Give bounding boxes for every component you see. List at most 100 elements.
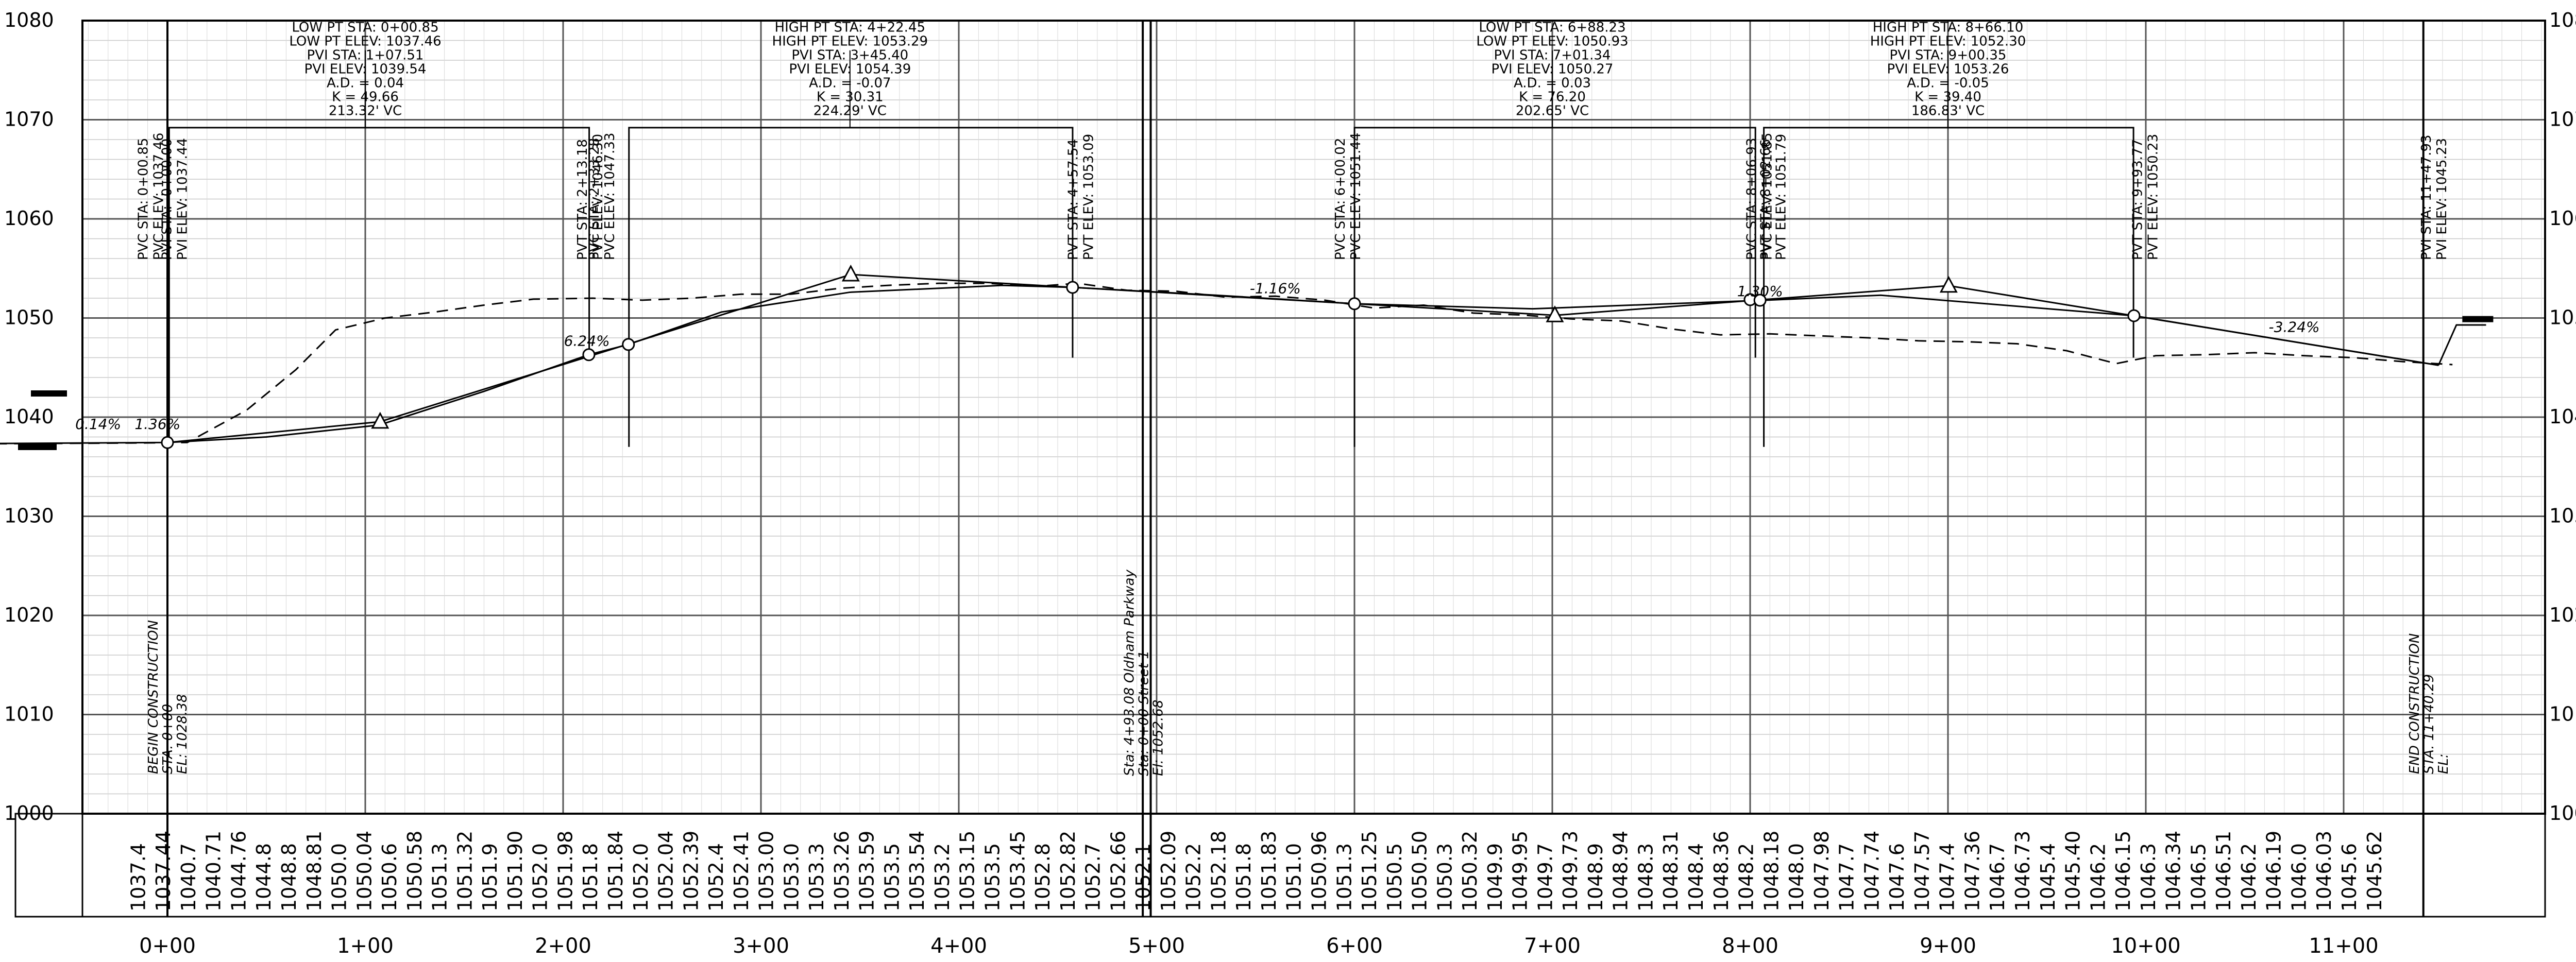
elevation-label-left: 1020 (4, 604, 54, 626)
existing-elevation-value: 1052.39 (680, 831, 702, 912)
existing-elevation-value: 1052.09 (1157, 831, 1180, 912)
existing-elevation-value: 1053.26 (831, 831, 853, 912)
end-stub-line (2437, 324, 2486, 366)
station-point-label: PVI ELEV: 1037.44 (175, 138, 191, 260)
existing-elevation-value: 1046.73 (2011, 831, 2034, 912)
station-label: 0+00 (139, 934, 196, 958)
grade-label: 1.36% (134, 416, 180, 433)
station-point-label: PVI ELEV: 1045.23 (2434, 138, 2450, 260)
existing-elevation-value: 1048.18 (1760, 831, 1783, 912)
existing-elevation-value: 1037.4 (127, 843, 149, 912)
station-point-label: PVT STA: 4+57.54 (1065, 139, 1081, 260)
existing-elevation-value: 1050.50 (1409, 831, 1431, 912)
existing-elevation-value: 1045.6 (2338, 843, 2361, 912)
stub-label-block (31, 390, 67, 397)
existing-elevation-value: 1052.2 (1182, 843, 1205, 912)
existing-elevation-value: 1050.96 (1308, 831, 1330, 912)
vertical-curve-bracket (628, 127, 1074, 447)
existing-elevation-value: 1040.7 (177, 843, 200, 912)
station-point-label: PVT STA: 9+93.77 (2130, 139, 2145, 260)
existing-elevation-value: 1044.8 (252, 843, 275, 912)
existing-elevation-value: 1050.6 (378, 843, 401, 912)
existing-elevation-value: 1053.5 (880, 843, 903, 912)
station-label: 7+00 (1524, 934, 1581, 958)
elevation-label-right: 1010 (2549, 703, 2576, 726)
pvi-marker (1939, 276, 1958, 293)
vertical-curve-info: LOW PT STA: 0+00.85 (292, 20, 438, 35)
existing-elevation-value: 1053.59 (856, 831, 878, 912)
existing-elevation-value: 1051.32 (453, 831, 476, 912)
existing-elevation-value: 1052.1 (1132, 843, 1155, 912)
existing-elevation-value: 1046.19 (2263, 831, 2285, 912)
profile-point-marker (622, 338, 635, 351)
existing-elevation-value: 1051.90 (504, 831, 527, 912)
existing-elevation-value: 1052.8 (1031, 843, 1054, 912)
existing-elevation-value: 1053.45 (1006, 831, 1029, 912)
existing-elevation-value: 1048.36 (1710, 831, 1733, 912)
existing-elevation-value: 1048.31 (1659, 831, 1682, 912)
station-point-label: PVT ELEV: 1051.79 (1773, 134, 1789, 260)
existing-elevation-value: 1047.74 (1860, 831, 1883, 912)
station-point-label: PVC STA: 2+33.28 (587, 138, 602, 260)
station-point-label: PVT STA: 2+13.18 (575, 139, 590, 260)
existing-elevation-value: 1053.15 (956, 831, 979, 912)
existing-elevation-value: 1047.98 (1810, 831, 1833, 912)
existing-elevation-value: 1049.73 (1559, 831, 1582, 912)
pvi-marker (371, 411, 389, 429)
station-label: 5+00 (1128, 934, 1185, 958)
elevation-label-right: 1020 (2549, 604, 2576, 626)
pvi-marker (1546, 305, 1564, 322)
station-label: 11+00 (2309, 934, 2378, 958)
existing-elevation-value: 1040.71 (202, 831, 225, 912)
cross-street-note: Sta: 0+00 Street 1 (1136, 650, 1151, 776)
existing-elevation-value: 1046.15 (2112, 831, 2134, 912)
grade-label: 6.24% (564, 332, 610, 349)
vertical-curve-bracket (1763, 127, 2134, 447)
station-label: 2+00 (535, 934, 591, 958)
station-label: 4+00 (930, 934, 987, 958)
existing-elevation-value: 1052.41 (730, 831, 753, 912)
existing-elevation-value: 1049.7 (1534, 843, 1556, 912)
existing-elevation-value: 1048.81 (303, 831, 326, 912)
station-point-label: PVC STA: 6+00.02 (1333, 138, 1348, 260)
elevation-label-right: 1040 (2549, 405, 2576, 428)
existing-elevation-value: 1053.0 (780, 843, 803, 912)
existing-elevation-value: 1048.2 (1735, 843, 1758, 912)
stub-label-block (18, 443, 57, 450)
existing-elevation-value: 1052.0 (630, 843, 652, 912)
existing-elevation-value: 1046.0 (2287, 843, 2310, 912)
existing-elevation-value: 1050.58 (403, 831, 426, 912)
existing-elevation-value: 1051.9 (479, 843, 501, 912)
existing-elevation-value: 1048.0 (1785, 843, 1808, 912)
station-point-label: PVT ELEV: 1046.30 (590, 134, 606, 260)
existing-elevation-value: 1046.2 (2087, 843, 2109, 912)
existing-elevation-value: 1047.57 (1911, 831, 1934, 912)
existing-elevation-value: 1037.44 (152, 831, 175, 912)
existing-elevation-value: 1051.0 (1283, 843, 1306, 912)
vertical-curve-info: LOW PT ELEV: 1050.93 (1476, 33, 1628, 49)
station-point-label: PVI STA: -0+00.00 (160, 139, 175, 260)
station-point-label: PVC ELEV: 1051.44 (1348, 133, 1364, 260)
station-point-label: PVT ELEV: 1050.23 (2145, 134, 2161, 260)
proposed-profile-line (167, 284, 2439, 443)
existing-elevation-value: 1052.4 (705, 843, 727, 912)
existing-elevation-value: 1050.3 (1433, 843, 1456, 912)
station-point-label: PVC ELEV: 1047.33 (602, 133, 618, 260)
existing-elevation-value: 1048.4 (1685, 843, 1707, 912)
grade-label: -1.16% (1250, 280, 1301, 297)
station-label: 8+00 (1722, 934, 1778, 958)
existing-elevation-value: 1052.66 (1107, 831, 1129, 912)
existing-elevation-value: 1051.8 (579, 843, 602, 912)
vertical-curve-bracket (1353, 127, 1756, 447)
profile-point-marker (1066, 281, 1079, 294)
profile-point-marker (582, 348, 596, 362)
existing-elevation-value: 1053.3 (805, 843, 828, 912)
existing-elevation-value: 1051.83 (1258, 831, 1280, 912)
vertical-curve-info: HIGH PT STA: 8+66.10 (1873, 20, 2024, 35)
cross-street-note: Sta: 4+93.08 Oldham Parkway (1122, 569, 1137, 776)
existing-elevation-value: 1047.6 (1886, 843, 1908, 912)
existing-elevation-value: 1046.2 (2238, 843, 2260, 912)
station-label: 1+00 (337, 934, 394, 958)
end-construction-note: EL: (2436, 753, 2451, 774)
elevation-label-right: 1080 (2549, 9, 2576, 31)
